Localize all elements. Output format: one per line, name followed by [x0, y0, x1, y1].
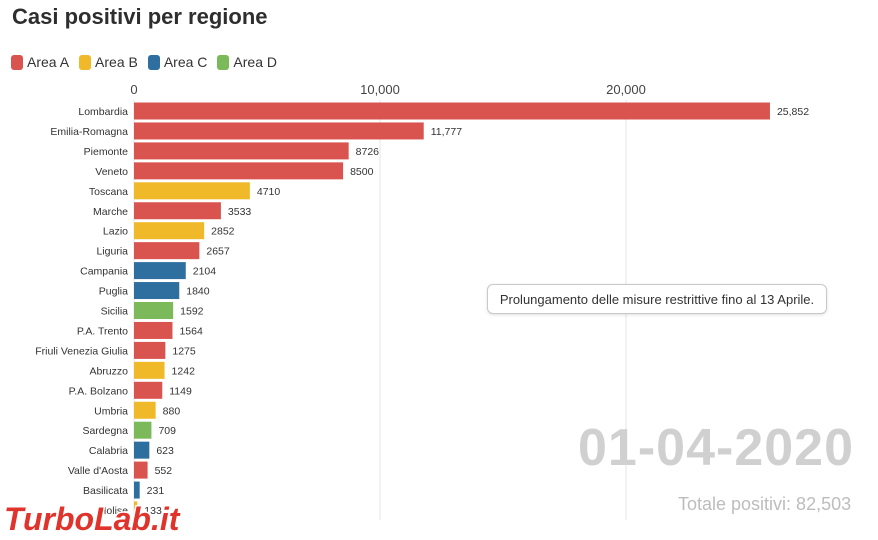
x-tick-label: 20,000	[606, 82, 646, 97]
legend-item-area-a: Area A	[11, 54, 69, 70]
data-label: 1840	[186, 286, 210, 298]
legend-label-area-b: Area B	[95, 54, 138, 70]
bar	[134, 361, 165, 379]
watermark-logo: TurboLab.it	[3, 500, 183, 539]
bar	[134, 421, 152, 439]
category-label: Sicilia	[101, 306, 129, 318]
legend-swatch-area-a	[11, 54, 23, 70]
bar	[134, 242, 200, 260]
bar	[134, 102, 770, 120]
bar	[134, 501, 138, 519]
annotation-box: Prolungamento delle misure restrittive f…	[487, 284, 827, 314]
data-label: 880	[163, 405, 181, 417]
data-label: 231	[147, 485, 165, 497]
data-label: 1275	[172, 345, 196, 357]
total-positives: Totale positivi: 82,503	[678, 494, 852, 514]
bar	[134, 341, 166, 359]
bar	[134, 162, 344, 180]
data-label: 2852	[211, 226, 235, 238]
x-tick-label: 10,000	[360, 82, 400, 97]
data-label: 1242	[172, 365, 196, 377]
data-label: 623	[156, 445, 174, 457]
legend-item-area-c: Area C	[147, 54, 208, 70]
data-label: 1564	[179, 325, 203, 337]
data-label: 4710	[257, 186, 281, 198]
bar	[134, 122, 424, 140]
category-label: Campania	[80, 266, 128, 278]
bar	[134, 282, 180, 300]
category-label: Basilicata	[83, 485, 128, 497]
data-label: 8726	[356, 146, 380, 158]
chart-legend: Area A Area B Area C Area D	[11, 54, 277, 70]
category-label: Piemonte	[84, 146, 129, 158]
data-label: 133	[144, 505, 162, 517]
data-label: 709	[158, 425, 176, 437]
data-label: 2657	[206, 246, 230, 258]
bar	[134, 481, 140, 499]
category-label: Toscana	[89, 186, 128, 198]
watermark-text: TurboLab.it	[4, 501, 181, 537]
chart-title: Casi positivi per regione	[12, 4, 268, 29]
legend-label-area-d: Area D	[233, 54, 277, 70]
bar	[134, 222, 205, 240]
category-label: Lombardia	[78, 106, 128, 118]
category-label: P.A. Bolzano	[69, 385, 129, 397]
category-label: Lazio	[103, 226, 128, 238]
legend-item-area-d: Area D	[217, 54, 277, 70]
bar	[134, 262, 186, 280]
category-label: Veneto	[95, 166, 128, 178]
current-date: 01-04-2020	[578, 419, 854, 477]
data-label: 2104	[193, 266, 217, 278]
legend-swatch-area-c	[147, 54, 160, 70]
category-label: Calabria	[89, 445, 128, 457]
category-label: Valle d'Aosta	[68, 465, 128, 477]
legend-swatch-area-d	[217, 54, 230, 70]
data-label: 25,852	[777, 106, 809, 118]
data-label: 1149	[169, 385, 192, 397]
category-label: Friuli Venezia Giulia	[35, 345, 128, 357]
bar	[134, 182, 250, 200]
legend-label-area-c: Area C	[163, 54, 208, 70]
category-label: Sardegna	[82, 425, 128, 437]
data-label: 11,777	[431, 126, 462, 138]
category-label: Puglia	[99, 286, 128, 298]
data-label: 1592	[180, 306, 204, 318]
bar	[134, 142, 349, 160]
legend-label-area-a: Area A	[27, 54, 70, 70]
x-tick-label: 0	[130, 82, 137, 97]
data-label: 8500	[350, 166, 374, 178]
bar	[134, 381, 163, 399]
bar	[134, 321, 173, 339]
category-label: Abruzzo	[89, 365, 128, 377]
category-label: P.A. Trento	[77, 325, 128, 337]
category-label: Marche	[93, 206, 128, 218]
legend-swatch-area-b	[79, 54, 92, 70]
legend-item-area-b: Area B	[79, 54, 138, 70]
bar	[134, 441, 150, 459]
category-label: Umbria	[94, 405, 128, 417]
data-label: 552	[155, 465, 173, 477]
bar	[134, 302, 174, 319]
category-label: Emilia-Romagna	[50, 126, 128, 138]
bar	[134, 401, 156, 419]
bar	[134, 202, 221, 220]
category-label: Molise	[98, 505, 129, 517]
category-label: Liguria	[96, 246, 128, 258]
data-label: 3533	[228, 206, 252, 218]
bar	[134, 461, 148, 479]
